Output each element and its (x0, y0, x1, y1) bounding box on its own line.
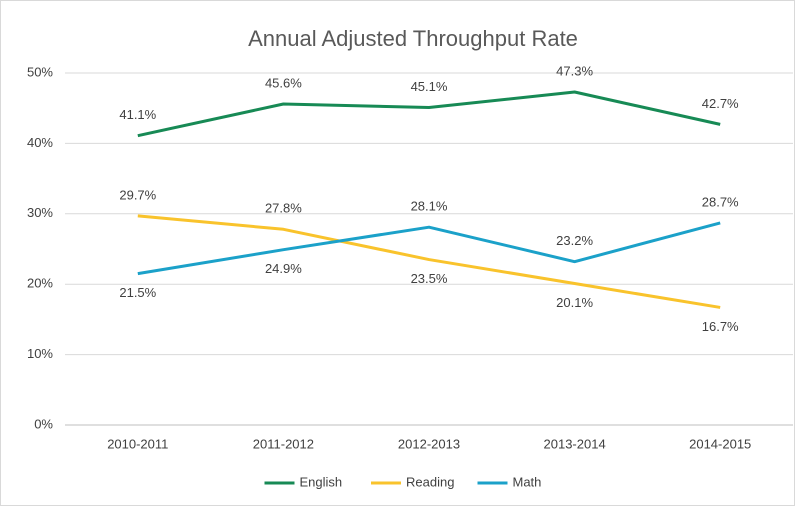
data-label: 21.5% (119, 285, 156, 300)
x-tick-label: 2011-2012 (253, 436, 314, 451)
y-tick-label: 50% (27, 64, 53, 79)
data-label: 16.7% (702, 319, 739, 334)
y-tick-label: 10% (27, 346, 53, 361)
y-tick-label: 0% (34, 416, 53, 431)
legend-label: Reading (406, 474, 454, 489)
data-label: 45.1% (411, 79, 448, 94)
data-label: 29.7% (119, 187, 156, 202)
data-label: 27.8% (265, 201, 302, 216)
data-label: 42.7% (702, 96, 739, 111)
x-tick-label: 2010-2011 (107, 436, 168, 451)
x-tick-label: 2014-2015 (689, 436, 751, 451)
x-tick-label: 2012-2013 (398, 436, 460, 451)
y-tick-label: 20% (27, 276, 53, 291)
chart-title: Annual Adjusted Throughput Rate (248, 26, 578, 51)
data-label: 28.1% (411, 199, 448, 214)
legend-label: Math (513, 474, 542, 489)
data-label: 41.1% (119, 107, 156, 122)
data-label: 20.1% (556, 295, 593, 310)
data-label: 28.7% (702, 194, 739, 209)
legend-label: English (300, 474, 343, 489)
data-label: 23.5% (411, 271, 448, 286)
y-tick-label: 30% (27, 205, 53, 220)
series-line (137, 90, 721, 138)
x-tick-label: 2013-2014 (544, 436, 606, 451)
series-line (137, 214, 721, 309)
data-label: 24.9% (265, 261, 302, 276)
data-label: 45.6% (265, 75, 302, 90)
y-tick-label: 40% (27, 135, 53, 150)
series-line (137, 221, 721, 276)
data-label: 47.3% (556, 63, 593, 78)
data-label: 23.2% (556, 233, 593, 248)
